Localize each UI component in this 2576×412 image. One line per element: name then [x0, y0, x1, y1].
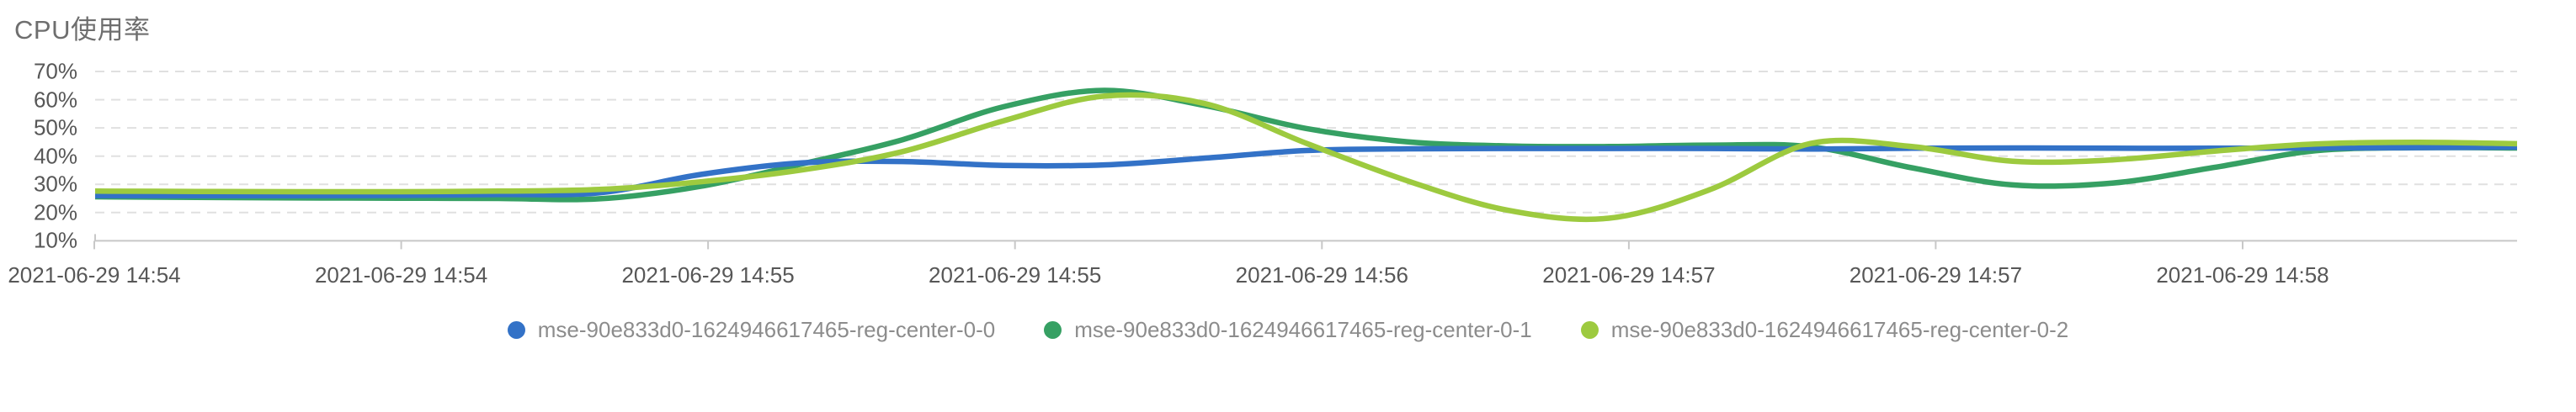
y-axis-label: 70% — [33, 58, 77, 84]
legend-label: mse-90e833d0-1624946617465-reg-center-0-… — [1074, 316, 1532, 342]
legend-dot-icon — [507, 320, 525, 339]
legend-label: mse-90e833d0-1624946617465-reg-center-0-… — [537, 316, 996, 342]
y-axis-label: 40% — [33, 143, 77, 169]
x-axis-label: 2021-06-29 14:56 — [1235, 262, 1408, 288]
line-series-2[interactable] — [94, 92, 2518, 223]
x-axis-label: 2021-06-29 14:55 — [929, 262, 1102, 288]
legend-dot-icon — [1580, 320, 1599, 339]
x-axis-line — [93, 234, 2517, 250]
x-axis-label: 2021-06-29 14:58 — [2156, 262, 2329, 288]
x-axis-label: 2021-06-29 14:55 — [621, 262, 795, 288]
legend-item-2[interactable]: mse-90e833d0-1624946617465-reg-center-0-… — [1580, 316, 2069, 343]
legend-item-1[interactable]: mse-90e833d0-1624946617465-reg-center-0-… — [1044, 317, 1532, 343]
legend: mse-90e833d0-1624946617465-reg-center-0-… — [0, 311, 2576, 348]
x-axis-label: 2021-06-29 14:54 — [314, 262, 488, 288]
legend-item-0[interactable]: mse-90e833d0-1624946617465-reg-center-0-… — [507, 316, 996, 343]
y-axis-label: 30% — [33, 171, 77, 197]
chart-title: CPU使用率 — [14, 15, 151, 45]
x-axis-label: 2021-06-29 14:54 — [8, 262, 181, 288]
legend-label: mse-90e833d0-1624946617465-reg-center-0-… — [1610, 316, 2069, 342]
y-axis-label: 10% — [33, 227, 77, 253]
line-series-1[interactable] — [94, 87, 2518, 203]
x-axis-label: 2021-06-29 14:57 — [1542, 262, 1716, 288]
line-series-0[interactable] — [94, 144, 2518, 198]
y-axis-label: 50% — [33, 114, 77, 140]
y-axis-label: 20% — [33, 199, 77, 225]
legend-dot-icon — [1044, 320, 1062, 339]
y-axis-label: 60% — [33, 87, 77, 113]
x-axis-label: 2021-06-29 14:57 — [1849, 262, 2023, 288]
